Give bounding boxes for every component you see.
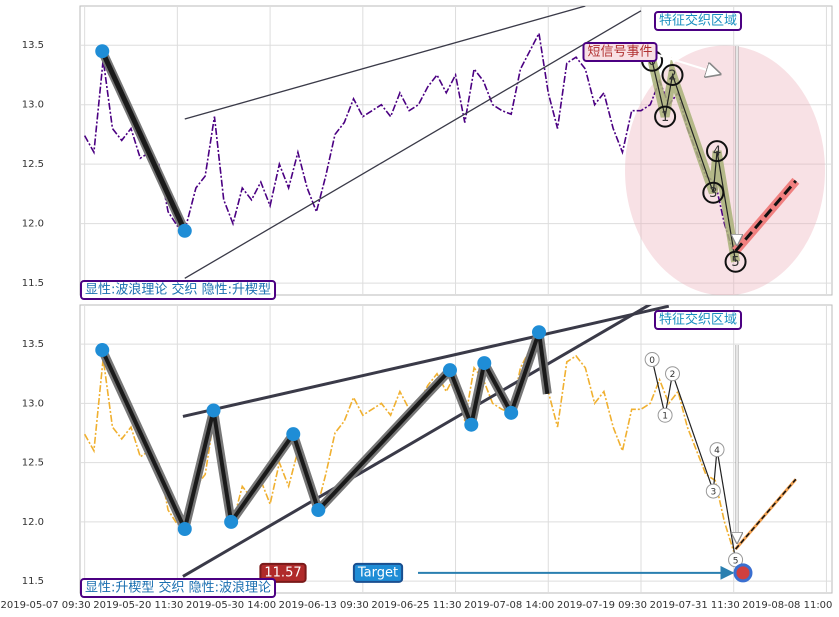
pivot-marker bbox=[206, 403, 221, 418]
x-tick-label: 2019-06-13 09:30 bbox=[279, 600, 369, 611]
target-marker bbox=[733, 563, 753, 583]
wave-label-circle bbox=[728, 552, 744, 568]
trend-line bbox=[182, 305, 653, 578]
price-line bbox=[83, 30, 735, 254]
pivot-line bbox=[100, 330, 550, 531]
pivot-marker bbox=[504, 405, 519, 420]
label-box bbox=[352, 562, 404, 583]
projection-line bbox=[734, 478, 797, 550]
target-label: Target bbox=[357, 565, 398, 580]
label-box bbox=[79, 578, 277, 598]
projection-line bbox=[734, 179, 797, 252]
wave-label: 4 bbox=[714, 446, 720, 456]
wave-label-circle bbox=[661, 63, 684, 86]
trend-line bbox=[184, 6, 586, 120]
label-box bbox=[653, 310, 743, 330]
pivot-marker bbox=[311, 503, 326, 518]
y-tick-label: 11.5 bbox=[22, 576, 44, 587]
y-tick-label: 12.5 bbox=[22, 159, 44, 170]
trend-line bbox=[184, 10, 642, 279]
wave-label-circle bbox=[705, 483, 721, 499]
caption: 显性:升楔型 交织 隐性:波浪理论 bbox=[85, 580, 271, 596]
wave-label-circle bbox=[644, 352, 660, 368]
pivot-marker bbox=[95, 343, 110, 358]
x-tick-label: 2019-05-30 14:00 bbox=[186, 600, 276, 611]
wave-label: 1 bbox=[662, 412, 668, 422]
wave-label: 3 bbox=[710, 488, 716, 498]
label-box bbox=[79, 280, 277, 300]
wave-label: 2 bbox=[668, 68, 676, 83]
pivot-marker bbox=[442, 363, 457, 378]
plot-clip bbox=[83, 6, 825, 295]
y-tick-label: 13.5 bbox=[22, 40, 44, 51]
pivot-marker bbox=[224, 514, 239, 529]
target-value-label: 11.57 bbox=[264, 565, 301, 580]
pivot-marker bbox=[531, 325, 546, 340]
wave-label: 5 bbox=[733, 556, 739, 566]
pivot-marker bbox=[477, 356, 492, 371]
wave-label: 4 bbox=[713, 145, 721, 160]
y-tick-label: 12.0 bbox=[22, 219, 44, 230]
plot-clip bbox=[83, 305, 797, 578]
label-box bbox=[259, 562, 307, 583]
pivot-marker bbox=[464, 417, 479, 432]
trend-line bbox=[182, 305, 670, 418]
wave-label-circle bbox=[665, 366, 681, 382]
wave-label: 2 bbox=[670, 370, 676, 380]
pivot-line bbox=[99, 50, 188, 232]
y-tick-label: 12.0 bbox=[22, 517, 44, 528]
y-tick-label: 11.5 bbox=[22, 278, 44, 289]
y-tick-label: 13.0 bbox=[22, 100, 44, 111]
label-box bbox=[653, 11, 743, 31]
wave-label-circle bbox=[657, 407, 673, 423]
wave-label: 0 bbox=[649, 356, 655, 366]
region-label: 特征交织区域 bbox=[659, 13, 737, 29]
x-tick-label: 2019-05-20 11:30 bbox=[93, 600, 183, 611]
pivot-marker bbox=[177, 223, 192, 238]
wave-label: 1 bbox=[661, 110, 669, 125]
wave-label-circle bbox=[709, 442, 725, 458]
region-label: 特征交织区域 bbox=[659, 312, 737, 328]
x-tick-label: 2019-07-31 11:30 bbox=[650, 600, 740, 611]
wave-label: 3 bbox=[709, 186, 717, 201]
wave-label-circle bbox=[702, 181, 725, 204]
y-tick-label: 13.5 bbox=[22, 339, 44, 350]
wave-label-circle bbox=[706, 140, 729, 163]
wave-label-circle bbox=[654, 105, 677, 128]
wave-path bbox=[651, 359, 737, 560]
x-tick-label: 2019-06-25 11:30 bbox=[371, 600, 461, 611]
event-label: 短信号事件 bbox=[587, 45, 652, 60]
wave-label-circle bbox=[724, 250, 747, 273]
highlight-region bbox=[625, 45, 825, 295]
panel: 11.512.012.513.013.5012345特征交织区域短信号事件显性:… bbox=[22, 5, 833, 300]
pivot-marker bbox=[95, 44, 110, 59]
pivot-marker bbox=[286, 427, 301, 442]
x-tick-label: 2019-07-08 14:00 bbox=[464, 600, 554, 611]
caption: 显性:波浪理论 交织 隐性:升楔型 bbox=[85, 282, 271, 298]
pivot-marker bbox=[177, 522, 192, 536]
y-tick-label: 12.5 bbox=[22, 458, 44, 469]
x-tick-label: 2019-07-19 09:30 bbox=[557, 600, 647, 611]
wave-label: 5 bbox=[731, 255, 739, 270]
label-box bbox=[582, 42, 658, 62]
x-tick-label: 2019-08-08 11:00 bbox=[742, 600, 832, 611]
x-tick-label: 2019-05-07 09:30 bbox=[1, 600, 91, 611]
event-arrow bbox=[654, 53, 720, 74]
y-tick-label: 13.0 bbox=[22, 398, 44, 409]
